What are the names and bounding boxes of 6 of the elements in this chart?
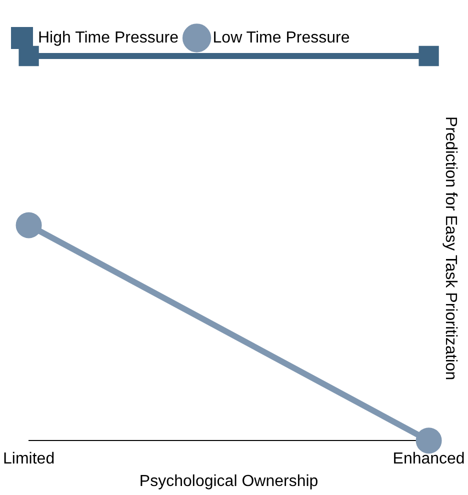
y-axis-title: Prediction for Easy Task Prioritization [442, 116, 459, 380]
legend-label: High Time Pressure [38, 29, 179, 46]
x-axis-title: Psychological Ownership [139, 472, 318, 490]
x-tick-label: Limited [3, 450, 55, 468]
legend-label: Low Time Pressure [212, 29, 350, 46]
x-tick-label: Enhanced [392, 450, 465, 468]
